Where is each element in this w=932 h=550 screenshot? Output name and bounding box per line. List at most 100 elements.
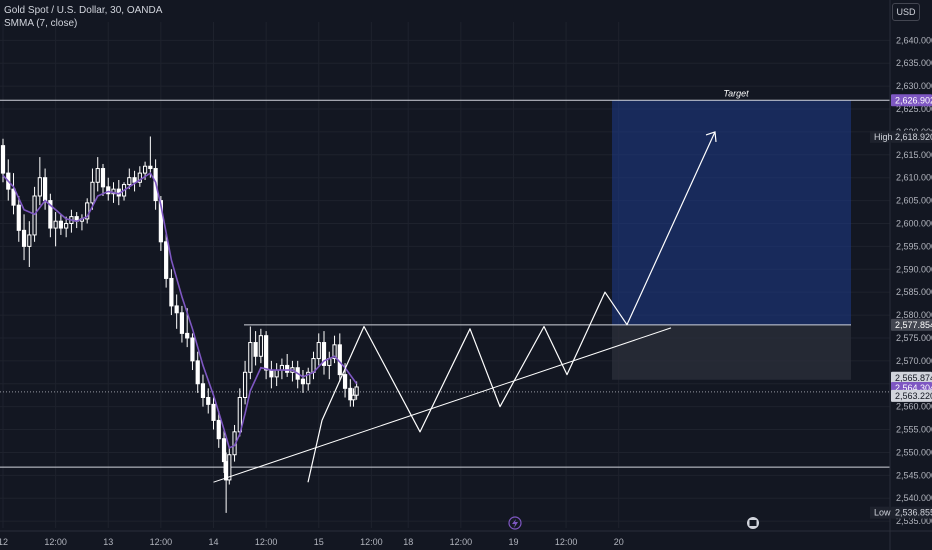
price-tag-label: 2,618.920 xyxy=(895,132,932,142)
time-axis[interactable]: 12 12:00 13 12:00 14 12:00 15 12:00 18 12:00 19 12:… xyxy=(0,516,932,547)
arrowhead xyxy=(705,131,717,142)
trendline xyxy=(213,327,672,483)
candle xyxy=(285,353,290,377)
chart-drawings xyxy=(213,131,717,483)
candle xyxy=(164,232,169,288)
candle xyxy=(85,198,90,224)
y-tick-label: 2,590.000 xyxy=(896,264,932,274)
candle xyxy=(90,168,95,210)
candle-body xyxy=(316,342,321,360)
candle-body xyxy=(227,454,232,481)
candle-body xyxy=(274,369,279,378)
candle xyxy=(206,388,211,414)
price-tag-label: 2,564.304 xyxy=(895,383,932,393)
candle xyxy=(0,138,6,183)
price-tag-label: 2,626.902 xyxy=(895,95,932,105)
candle-body xyxy=(90,181,95,204)
candle xyxy=(248,326,253,380)
candle xyxy=(195,351,200,393)
x-tick-label: 12:00 xyxy=(450,537,473,547)
candle-body xyxy=(321,342,327,366)
x-tick-label: 12:00 xyxy=(555,537,578,547)
candle-body xyxy=(53,220,58,229)
candle-body xyxy=(58,220,63,229)
candle xyxy=(316,333,321,366)
y-tick-label: 2,555.000 xyxy=(896,425,932,435)
y-tick-label: 2,635.000 xyxy=(896,58,932,68)
candle xyxy=(258,328,263,364)
candle xyxy=(95,157,100,192)
candle-body xyxy=(285,364,290,373)
candle-body xyxy=(179,312,185,334)
candle xyxy=(337,333,342,382)
price-tag: 2,577.854 xyxy=(891,318,932,331)
candle-body xyxy=(158,200,163,243)
candle xyxy=(211,397,216,430)
candle xyxy=(79,214,85,231)
price-tag-prefix-box xyxy=(870,130,891,143)
candle xyxy=(348,379,353,407)
x-tick-label: 13 xyxy=(103,537,113,547)
currency-button[interactable]: USD xyxy=(892,3,920,21)
candle-body xyxy=(85,202,90,220)
candle-body xyxy=(185,332,190,339)
candle-body xyxy=(142,165,148,174)
y-tick-label: 2,605.000 xyxy=(896,196,932,206)
candle xyxy=(306,367,311,391)
candle-body xyxy=(43,177,48,202)
candle xyxy=(190,333,195,371)
candle-body xyxy=(300,378,306,385)
lightning-icon-bolt xyxy=(512,519,518,528)
candle xyxy=(174,294,179,329)
x-tick-label: 15 xyxy=(314,537,324,547)
indicator-label[interactable]: SMMA (7, close) xyxy=(4,18,78,29)
candle xyxy=(16,196,21,242)
candle-body xyxy=(164,241,169,279)
price-tag-label: 2,563.220 xyxy=(895,391,932,401)
x-tick-label: 14 xyxy=(208,537,218,547)
candle-body xyxy=(332,344,337,360)
lightning-icon xyxy=(508,516,522,530)
lightning-icon-ring xyxy=(508,516,522,530)
x-tick-label: 20 xyxy=(614,537,624,547)
y-tick-label: 2,600.000 xyxy=(896,218,932,228)
y-tick-label: 2,535.000 xyxy=(896,516,932,526)
x-tick-label: 12:00 xyxy=(255,537,278,547)
y-tick-label: 2,595.000 xyxy=(896,241,932,251)
candle-body xyxy=(169,277,174,307)
candle xyxy=(354,381,359,400)
candle xyxy=(253,331,258,366)
candle-body xyxy=(95,168,100,183)
candle-body xyxy=(195,360,200,385)
candle xyxy=(137,166,142,187)
candle-body xyxy=(11,188,16,206)
symbol-title[interactable]: Gold Spot / U.S. Dollar, 30, OANDA xyxy=(4,5,163,16)
price-tag-box xyxy=(891,318,932,331)
candle-body xyxy=(148,165,153,170)
smma-series xyxy=(2,171,358,449)
price-tag-box xyxy=(891,506,932,519)
price-axis[interactable]: 2,535.000 2,540.000 2,545.000 2,550.000 2,55… xyxy=(889,0,932,550)
candle-body xyxy=(0,145,6,174)
candle xyxy=(274,363,279,387)
candle-body xyxy=(269,369,274,378)
x-tick-label: 18 xyxy=(403,537,413,547)
candle xyxy=(169,269,174,316)
stop-zone xyxy=(612,324,851,380)
candle-body xyxy=(211,403,216,421)
candle xyxy=(216,411,221,448)
x-tick-label: 12 xyxy=(0,537,8,547)
candle xyxy=(132,170,137,192)
price-tag-prefix: Low xyxy=(874,508,891,518)
candle xyxy=(58,214,63,235)
y-tick-label: 2,550.000 xyxy=(896,447,932,457)
candle-body xyxy=(216,419,221,440)
x-tick-label: 12:00 xyxy=(360,537,383,547)
candle xyxy=(64,216,69,238)
candle-body xyxy=(206,396,211,405)
y-tick-label: 2,625.000 xyxy=(896,104,932,114)
price-tag-box xyxy=(891,94,932,107)
candles xyxy=(0,136,359,513)
